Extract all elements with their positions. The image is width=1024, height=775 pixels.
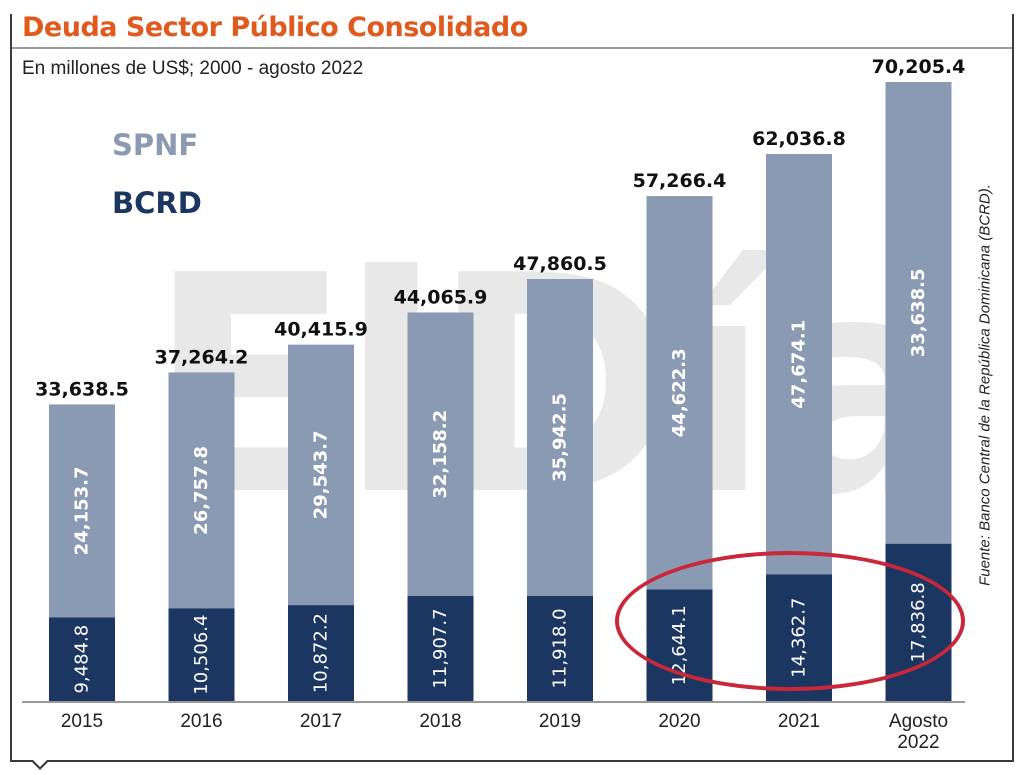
bar-spnf xyxy=(407,312,474,597)
data-label-total: 37,264.2 xyxy=(155,346,249,368)
data-label-spnf: 32,158.2 xyxy=(430,410,451,499)
chart-subtitle: En millones de US$; 2000 - agosto 2022 xyxy=(22,58,364,79)
x-tick-label: 2019 xyxy=(539,711,581,732)
x-tick-label: 2021 xyxy=(778,711,820,732)
legend-bcrd: BCRD xyxy=(112,186,202,220)
data-label-spnf: 35,942.5 xyxy=(550,393,571,482)
bar-bcrd xyxy=(527,595,593,701)
frame-right-border xyxy=(1012,14,1014,762)
bar-spnf xyxy=(885,82,952,544)
frame-notch-inner xyxy=(33,760,47,767)
data-label-spnf: 26,757.8 xyxy=(191,446,212,535)
bar-spnf xyxy=(766,154,832,575)
x-tick-label: 2022 xyxy=(897,732,939,753)
bar-bcrd xyxy=(288,605,354,701)
x-tick-label: 2020 xyxy=(658,711,700,732)
data-label-total: 40,415.9 xyxy=(274,319,368,341)
data-label-total: 47,860.5 xyxy=(513,253,607,275)
data-label-spnf: 47,674.1 xyxy=(789,320,810,409)
frame-bottom-border xyxy=(10,760,1014,762)
frame-left-border xyxy=(10,14,12,762)
data-label-total: 44,065.9 xyxy=(394,286,488,308)
source-note: Fuente: Banco Central de la República Do… xyxy=(976,184,994,586)
x-tick-label: 2016 xyxy=(180,711,222,732)
data-label-bcrd: 11,918.0 xyxy=(550,608,571,688)
title-rule xyxy=(12,47,1012,49)
x-tick-label: 2017 xyxy=(300,711,342,732)
data-label-total: 33,638.5 xyxy=(35,378,129,400)
data-label-bcrd: 9,484.8 xyxy=(72,625,93,694)
x-tick-label: 2018 xyxy=(419,711,461,732)
data-label-total: 57,266.4 xyxy=(633,170,727,192)
bar-bcrd xyxy=(168,608,235,701)
data-label-bcrd: 11,907.7 xyxy=(430,608,451,688)
bar-bcrd xyxy=(407,596,474,701)
x-tick-label: Agosto xyxy=(889,711,948,732)
data-label-spnf: 33,638.5 xyxy=(908,268,929,357)
bar-bcrd xyxy=(49,617,115,701)
highlight-ellipse xyxy=(615,551,965,691)
legend-spnf: SPNF xyxy=(112,128,199,162)
data-label-spnf: 29,543.7 xyxy=(311,430,332,519)
chart-title: Deuda Sector Público Consolidado xyxy=(22,12,528,43)
data-label-total: 70,205.4 xyxy=(872,56,966,78)
data-label-spnf: 44,622.3 xyxy=(669,348,690,437)
bar-spnf xyxy=(646,196,713,590)
data-label-bcrd: 10,506.4 xyxy=(191,615,212,695)
bar-spnf xyxy=(288,344,354,606)
bar-spnf xyxy=(49,404,115,618)
x-tick-label: 2015 xyxy=(61,711,103,732)
data-label-total: 62,036.8 xyxy=(752,128,846,150)
data-label-spnf: 24,153.7 xyxy=(72,466,93,555)
bar-spnf xyxy=(168,372,235,609)
data-label-bcrd: 10,872.2 xyxy=(311,613,332,693)
bar-spnf xyxy=(527,279,593,596)
